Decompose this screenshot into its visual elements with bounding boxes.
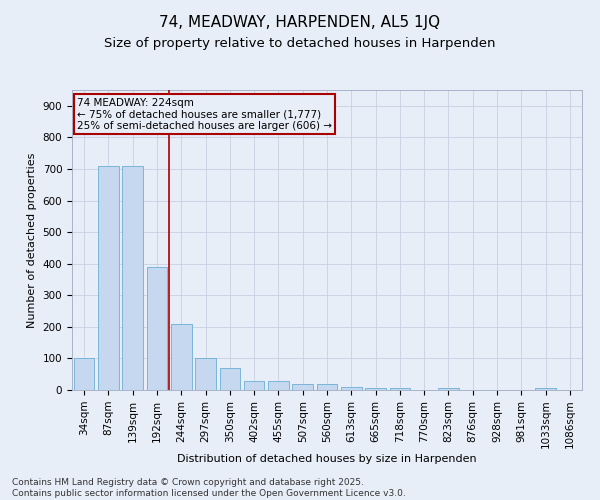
Bar [220, 368, 240, 390]
Bar [195, 358, 216, 390]
Bar [438, 388, 459, 390]
Bar [317, 384, 337, 390]
Bar [389, 388, 410, 390]
Bar [365, 388, 386, 390]
Bar [122, 166, 143, 390]
Bar [341, 388, 362, 390]
Bar [171, 324, 191, 390]
Text: Contains HM Land Registry data © Crown copyright and database right 2025.
Contai: Contains HM Land Registry data © Crown c… [12, 478, 406, 498]
Bar [268, 380, 289, 390]
Text: 74 MEADWAY: 224sqm
← 75% of detached houses are smaller (1,777)
25% of semi-deta: 74 MEADWAY: 224sqm ← 75% of detached hou… [77, 98, 332, 130]
Bar [98, 166, 119, 390]
Bar [244, 380, 265, 390]
Y-axis label: Number of detached properties: Number of detached properties [27, 152, 37, 328]
Bar [292, 384, 313, 390]
X-axis label: Distribution of detached houses by size in Harpenden: Distribution of detached houses by size … [177, 454, 477, 464]
Text: 74, MEADWAY, HARPENDEN, AL5 1JQ: 74, MEADWAY, HARPENDEN, AL5 1JQ [160, 15, 440, 30]
Bar [535, 388, 556, 390]
Text: Size of property relative to detached houses in Harpenden: Size of property relative to detached ho… [104, 38, 496, 51]
Bar [74, 358, 94, 390]
Bar [146, 267, 167, 390]
